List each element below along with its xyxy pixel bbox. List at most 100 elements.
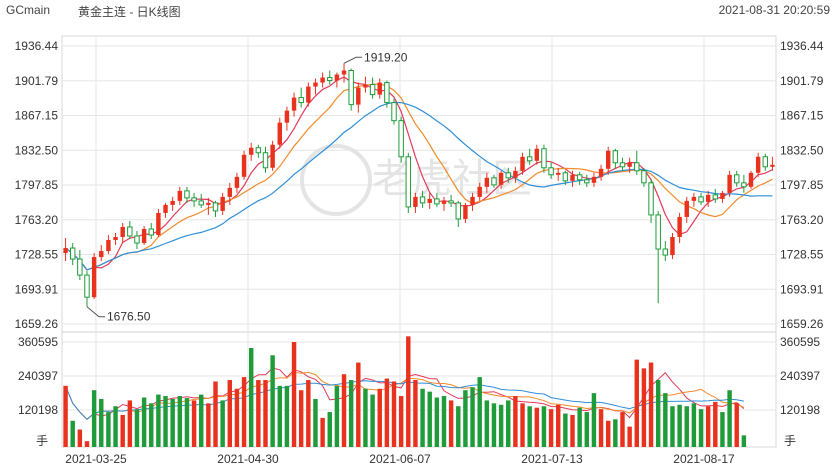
volume-bar [213, 381, 218, 447]
volume-bar [427, 391, 432, 447]
candle-body [356, 87, 361, 105]
candle-body [584, 179, 590, 184]
volume-bar [627, 426, 632, 447]
volume-bar [291, 342, 297, 447]
symbol-label: GCmain [6, 3, 51, 17]
candle-body [270, 144, 275, 168]
price-tick-left: 1797.85 [15, 178, 59, 192]
volume-bar [520, 403, 525, 447]
low-marker-label: 1676.50 [107, 310, 151, 324]
volume-bar [677, 404, 682, 447]
volume-bar [163, 396, 168, 447]
volume-bar [570, 414, 575, 447]
candle-body [541, 148, 547, 169]
candle-body [627, 162, 632, 167]
volume-bar [477, 377, 482, 447]
candle-body [720, 192, 725, 199]
date-tick: 2021-04-30 [217, 452, 279, 466]
candle-body [234, 176, 240, 188]
volume-tick-left: 240397 [18, 369, 58, 383]
candle-body [556, 172, 561, 175]
volume-bar [206, 403, 211, 447]
candle-body [220, 196, 225, 211]
volume-bar [620, 412, 625, 447]
candle-body [526, 156, 533, 162]
volume-bar [655, 380, 661, 447]
candle-body [291, 97, 297, 111]
price-tick-left: 1832.50 [15, 143, 59, 157]
date-tick: 2021-06-07 [369, 452, 431, 466]
candle-body [427, 198, 432, 203]
volume-bar [248, 347, 254, 447]
candle-body [398, 120, 404, 158]
candle-body [348, 70, 354, 106]
candle-body [562, 172, 569, 182]
volume-bar [591, 393, 597, 447]
volume-unit-right: 手 [784, 434, 796, 448]
candle-body [363, 84, 368, 88]
volume-bar [234, 388, 240, 447]
price-tick-right: 1763.20 [780, 213, 824, 227]
candle-body [163, 204, 168, 213]
candle-body [106, 240, 111, 252]
volume-bar [634, 359, 639, 447]
volume-bar [91, 390, 97, 447]
volume-bar [141, 397, 147, 447]
timestamp-label: 2021-08-31 20:20:59 [718, 3, 830, 17]
watermark-logo [300, 144, 372, 216]
volume-bar [448, 400, 454, 447]
price-tick-left: 1936.44 [15, 39, 59, 53]
price-tick-right: 1867.15 [780, 109, 824, 123]
volume-bar [456, 406, 461, 447]
price-tick-left: 1763.20 [15, 213, 59, 227]
volume-bar [513, 396, 518, 447]
volume-bar [241, 377, 247, 447]
candle-body [84, 274, 90, 298]
candle-body [705, 194, 711, 202]
volume-bar [134, 409, 140, 447]
candle-body [306, 86, 311, 103]
volume-bar [563, 413, 568, 447]
price-tick-right: 1901.79 [780, 74, 824, 88]
candle-body [191, 197, 197, 202]
volume-bar [398, 396, 404, 447]
volume-bar [463, 390, 468, 447]
plot-frame [61, 35, 777, 448]
candle-body [434, 198, 440, 205]
volume-bar [63, 385, 68, 447]
candle-body [77, 258, 83, 276]
high-marker-line [343, 56, 363, 64]
candle-body [548, 167, 554, 176]
candle-body [63, 248, 68, 254]
candle-body [648, 182, 654, 216]
candle-body [206, 202, 211, 205]
candle-body [455, 202, 461, 220]
candle-body [484, 177, 490, 187]
candle-body [748, 172, 754, 187]
candle-body [570, 174, 575, 181]
candle-body [491, 177, 497, 186]
moving-average-lines [65, 76, 773, 271]
candle-body [248, 147, 254, 155]
volume-bar [556, 404, 561, 447]
volume-bar [713, 401, 718, 447]
price-tick-left: 1728.55 [15, 248, 59, 262]
volume-bar [270, 355, 275, 447]
candle-body [413, 196, 418, 207]
candle-body [134, 235, 140, 244]
candle-body [741, 182, 747, 188]
low-marker-line [86, 306, 105, 318]
axes: 1936.44 1936.44 1901.79 1901.79 1867.15 1867.… [15, 39, 824, 466]
candle-body [419, 196, 426, 204]
volume-bar [220, 400, 225, 447]
volume-bar [577, 407, 582, 447]
candle-body [634, 162, 640, 172]
volume-bar [341, 374, 347, 447]
volume-tick-right: 360595 [780, 335, 820, 349]
candle-body [755, 156, 761, 173]
candle-body [498, 172, 504, 185]
chart-title: 黄金主连 - 日K线图 [78, 5, 181, 19]
volume-bar [641, 368, 647, 447]
volume-bar [684, 406, 689, 447]
candle-body [334, 74, 340, 81]
